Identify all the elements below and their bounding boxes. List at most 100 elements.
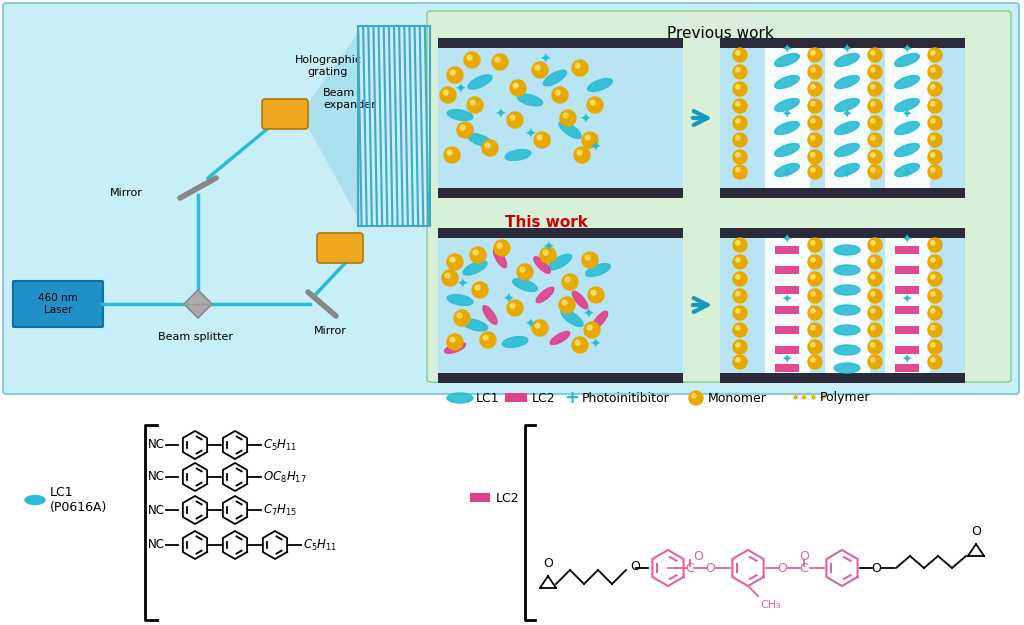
- Circle shape: [870, 152, 874, 157]
- Bar: [358, 26, 430, 226]
- Text: ✦: ✦: [455, 83, 466, 97]
- Circle shape: [733, 272, 746, 286]
- Circle shape: [460, 125, 465, 130]
- Text: ✦: ✦: [842, 44, 852, 56]
- Circle shape: [868, 272, 882, 286]
- Ellipse shape: [834, 363, 860, 373]
- Text: LC2: LC2: [496, 491, 519, 504]
- Circle shape: [931, 168, 935, 172]
- Text: ✦: ✦: [902, 169, 912, 181]
- Circle shape: [591, 290, 596, 295]
- Circle shape: [483, 335, 488, 340]
- Text: Mirror: Mirror: [313, 326, 346, 336]
- Circle shape: [447, 67, 463, 83]
- Circle shape: [560, 110, 575, 126]
- Ellipse shape: [544, 70, 566, 86]
- Bar: [895, 286, 919, 294]
- FancyBboxPatch shape: [317, 233, 362, 263]
- Ellipse shape: [513, 279, 538, 291]
- Polygon shape: [303, 30, 360, 222]
- Text: LC2: LC2: [532, 391, 556, 404]
- Circle shape: [928, 323, 942, 337]
- Circle shape: [808, 65, 822, 79]
- Ellipse shape: [835, 164, 859, 176]
- Circle shape: [733, 340, 746, 354]
- Circle shape: [870, 119, 874, 123]
- Text: Beam splitter: Beam splitter: [158, 332, 232, 342]
- Bar: [885, 48, 930, 188]
- Circle shape: [808, 289, 822, 303]
- Circle shape: [736, 258, 740, 262]
- Bar: [438, 188, 683, 198]
- Ellipse shape: [447, 393, 473, 403]
- Circle shape: [868, 48, 882, 62]
- Circle shape: [931, 292, 935, 296]
- Circle shape: [582, 132, 598, 148]
- Circle shape: [536, 65, 540, 70]
- Ellipse shape: [586, 264, 610, 276]
- Bar: [720, 373, 965, 383]
- Text: ✦: ✦: [781, 354, 793, 366]
- Ellipse shape: [835, 54, 859, 66]
- Circle shape: [736, 342, 740, 347]
- Circle shape: [507, 112, 523, 128]
- Circle shape: [572, 337, 588, 353]
- Ellipse shape: [775, 54, 800, 66]
- Ellipse shape: [468, 75, 492, 89]
- Circle shape: [692, 394, 696, 398]
- Circle shape: [538, 135, 542, 140]
- Circle shape: [565, 278, 570, 282]
- Bar: [720, 228, 965, 383]
- Text: C: C: [800, 561, 808, 574]
- Circle shape: [574, 147, 590, 163]
- Text: ✦: ✦: [842, 169, 852, 181]
- Circle shape: [733, 82, 746, 96]
- Text: ✦: ✦: [842, 109, 852, 121]
- Circle shape: [931, 342, 935, 347]
- Circle shape: [868, 255, 882, 269]
- Bar: [895, 266, 919, 274]
- Circle shape: [808, 355, 822, 369]
- Circle shape: [733, 323, 746, 337]
- Circle shape: [464, 52, 480, 68]
- Polygon shape: [358, 186, 360, 252]
- Circle shape: [928, 82, 942, 96]
- Circle shape: [811, 326, 815, 330]
- Circle shape: [931, 309, 935, 313]
- Ellipse shape: [834, 285, 860, 295]
- Circle shape: [442, 270, 458, 286]
- Bar: [775, 246, 799, 254]
- Circle shape: [562, 300, 567, 305]
- Bar: [775, 346, 799, 354]
- Circle shape: [808, 165, 822, 179]
- Ellipse shape: [25, 496, 45, 504]
- Circle shape: [928, 340, 942, 354]
- Text: ✦: ✦: [583, 308, 594, 322]
- Circle shape: [736, 152, 740, 157]
- Text: ✦: ✦: [502, 293, 514, 307]
- Text: ✦: ✦: [781, 109, 793, 121]
- Circle shape: [931, 258, 935, 262]
- Bar: [895, 246, 919, 254]
- FancyBboxPatch shape: [427, 11, 1011, 382]
- Circle shape: [931, 275, 935, 279]
- Text: ✦: ✦: [902, 109, 912, 121]
- Bar: [765, 238, 810, 373]
- Ellipse shape: [588, 79, 612, 91]
- Circle shape: [510, 303, 515, 308]
- Circle shape: [440, 87, 456, 103]
- Ellipse shape: [775, 164, 800, 176]
- Circle shape: [928, 306, 942, 320]
- Circle shape: [870, 168, 874, 172]
- Circle shape: [510, 115, 515, 120]
- Bar: [470, 493, 490, 502]
- Circle shape: [572, 60, 588, 76]
- Ellipse shape: [537, 288, 554, 302]
- Bar: [775, 326, 799, 334]
- Text: $C_5H_{11}$: $C_5H_{11}$: [263, 438, 297, 452]
- Text: 460 nm
Laser: 460 nm Laser: [38, 292, 78, 315]
- Circle shape: [870, 136, 874, 140]
- Text: ✦: ✦: [781, 294, 793, 306]
- Ellipse shape: [559, 121, 581, 139]
- Circle shape: [868, 165, 882, 179]
